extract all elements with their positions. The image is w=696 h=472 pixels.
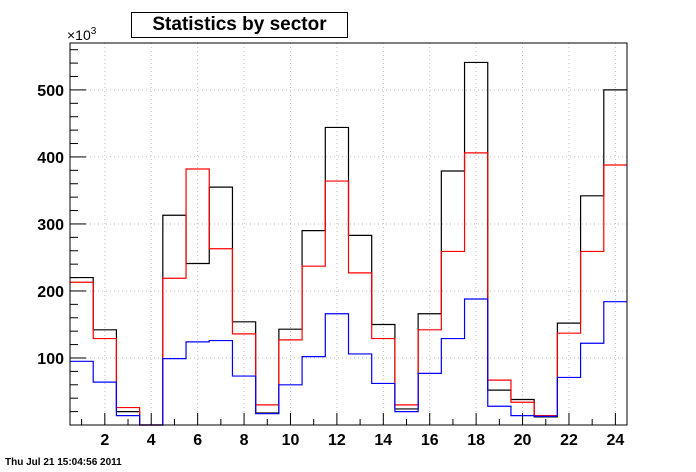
histogram-step-line [70, 152, 627, 426]
x-tick-label: 4 [147, 432, 156, 449]
x-tick-label: 24 [606, 432, 624, 449]
y-tick-label: 500 [37, 83, 64, 100]
y-tick-label: 100 [37, 351, 64, 368]
x-tick-label: 16 [421, 432, 439, 449]
histogram-series [70, 61, 627, 426]
x-tick-label: 8 [240, 432, 249, 449]
x-tick-label: 20 [514, 432, 532, 449]
x-tick-label: 18 [467, 432, 485, 449]
x-tick-label: 12 [328, 432, 346, 449]
x-tick-label: 10 [282, 432, 300, 449]
x-tick-label: 22 [560, 432, 578, 449]
series-2 [70, 152, 627, 426]
series-3 [70, 298, 627, 426]
y-multiplier-exponent: 3 [91, 26, 97, 37]
x-tick-label: 14 [374, 432, 392, 449]
x-tick-label: 2 [100, 432, 109, 449]
timestamp: Thu Jul 21 15:04:56 2011 [5, 457, 122, 468]
histogram-step-line [70, 298, 627, 426]
y-multiplier-base: ×10 [67, 27, 91, 43]
x-tick-label: 6 [193, 432, 202, 449]
y-tick-label: 400 [37, 150, 64, 167]
y-tick-label: 200 [37, 284, 64, 301]
chart-title: Statistics by sector [131, 12, 348, 38]
plot-frame [69, 42, 628, 426]
y-axis-multiplier: ×103 [67, 26, 97, 43]
y-tick-label: 300 [37, 217, 64, 234]
